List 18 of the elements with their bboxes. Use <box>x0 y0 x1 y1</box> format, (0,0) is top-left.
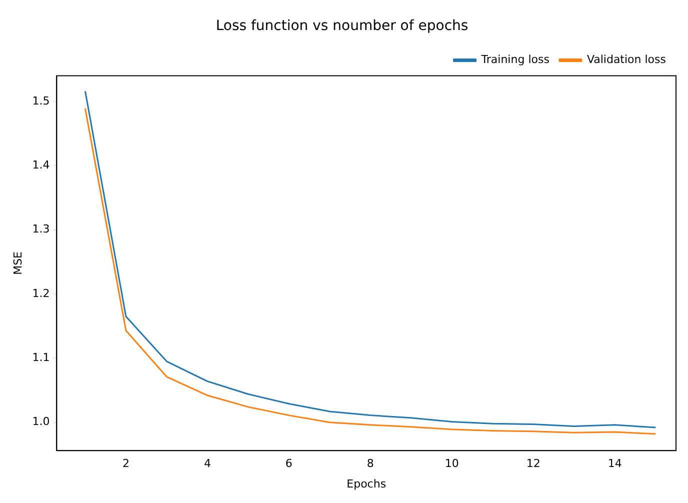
x-tick-label: 14 <box>608 457 622 470</box>
y-tick-label: 1.5 <box>32 94 50 108</box>
y-axis-title: MSE <box>11 251 24 275</box>
y-tick-label: 1.0 <box>32 415 50 428</box>
x-tick-label: 6 <box>285 457 292 470</box>
y-tick-label: 1.1 <box>32 351 50 364</box>
x-tick-label: 4 <box>204 457 211 470</box>
legend-label: Validation loss <box>586 53 666 66</box>
legend-label: Training loss <box>480 53 550 66</box>
y-tick-label: 1.3 <box>32 222 50 236</box>
x-tick-label: 8 <box>366 457 374 470</box>
x-axis-title: Epochs <box>346 477 386 490</box>
x-tick-label: 12 <box>526 457 540 470</box>
chart-title: Loss function vs noumber of epochs <box>216 18 468 34</box>
x-tick-label: 10 <box>444 457 459 470</box>
y-tick-label: 1.4 <box>32 158 50 172</box>
y-tick-label: 1.2 <box>32 286 50 300</box>
x-tick-label: 2 <box>122 457 130 470</box>
